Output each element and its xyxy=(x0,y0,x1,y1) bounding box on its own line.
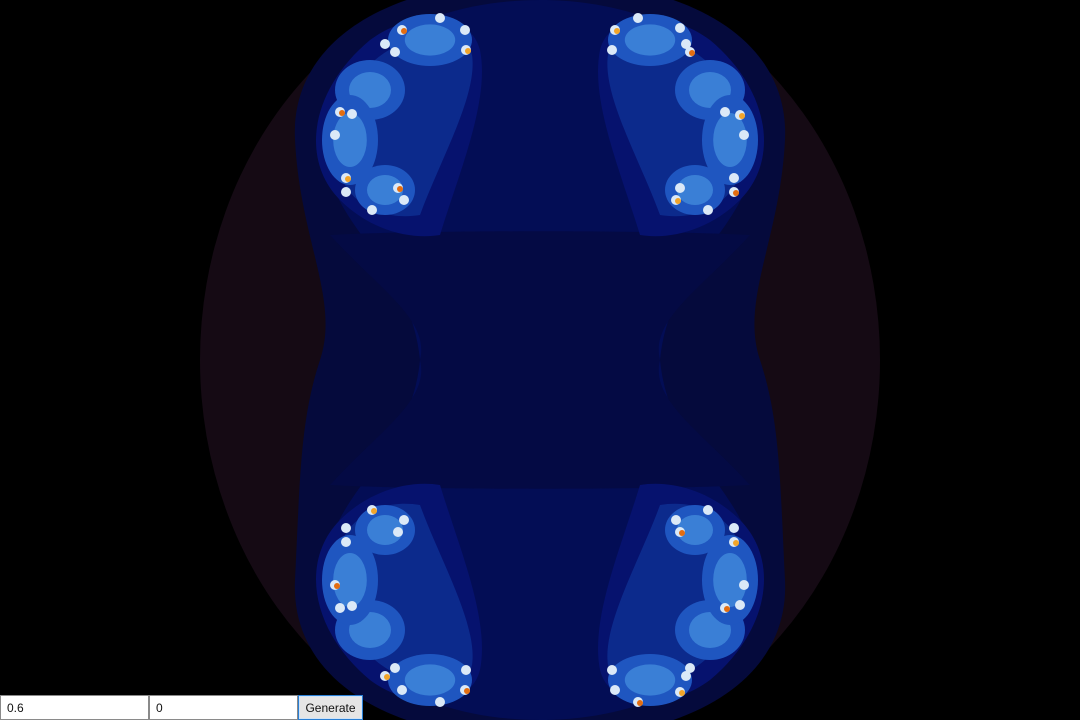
cluster-spark xyxy=(733,540,739,546)
cluster-highlight xyxy=(633,13,643,23)
cluster-highlight xyxy=(380,39,390,49)
cluster-spark xyxy=(339,110,345,116)
cluster-core xyxy=(404,24,456,56)
cluster-core xyxy=(404,664,456,696)
cluster-highlight xyxy=(347,109,357,119)
center-band xyxy=(330,231,750,489)
cluster-highlight xyxy=(735,600,745,610)
imaginary-part-input[interactable] xyxy=(149,695,298,720)
cluster-highlight xyxy=(703,505,713,515)
cluster-highlight xyxy=(681,39,691,49)
cluster-core xyxy=(333,113,367,167)
cluster-spark xyxy=(465,48,471,54)
cluster-spark xyxy=(675,198,681,204)
real-part-input[interactable] xyxy=(0,695,149,720)
cluster-highlight xyxy=(610,685,620,695)
cluster-highlight xyxy=(341,187,351,197)
cluster-highlight xyxy=(703,205,713,215)
cluster-highlight xyxy=(460,25,470,35)
cluster-highlight xyxy=(341,537,351,547)
cluster-highlight xyxy=(461,665,471,675)
cluster-highlight xyxy=(607,665,617,675)
cluster-highlight xyxy=(607,45,617,55)
cluster-highlight xyxy=(675,183,685,193)
cluster-core xyxy=(333,553,367,607)
cluster-spark xyxy=(401,28,407,34)
cluster-highlight xyxy=(675,23,685,33)
cluster-highlight xyxy=(341,523,351,533)
generate-button[interactable]: Generate xyxy=(298,695,363,720)
cluster-highlight xyxy=(739,580,749,590)
cluster-highlight xyxy=(720,107,730,117)
cluster-core xyxy=(624,24,676,56)
cluster-highlight xyxy=(393,527,403,537)
cluster-spark xyxy=(637,700,643,706)
control-bar: Generate xyxy=(0,695,363,720)
cluster-highlight xyxy=(685,663,695,673)
cluster-highlight xyxy=(390,47,400,57)
cluster-spark xyxy=(397,186,403,192)
cluster-spark xyxy=(614,28,620,34)
cluster-highlight xyxy=(729,173,739,183)
cluster-highlight xyxy=(397,685,407,695)
cluster-highlight xyxy=(399,515,409,525)
fractal-clusters xyxy=(322,13,758,707)
cluster-core xyxy=(677,175,713,205)
cluster-highlight xyxy=(347,601,357,611)
cluster-highlight xyxy=(330,130,340,140)
cluster-highlight xyxy=(671,515,681,525)
cluster-spark xyxy=(464,688,470,694)
cluster-spark xyxy=(679,530,685,536)
cluster-spark xyxy=(334,583,340,589)
cluster-highlight xyxy=(399,195,409,205)
cluster-highlight xyxy=(390,663,400,673)
cluster-spark xyxy=(345,176,351,182)
cluster-core xyxy=(624,664,676,696)
cluster-core xyxy=(713,553,747,607)
cluster-spark xyxy=(689,50,695,56)
cluster-highlight xyxy=(739,130,749,140)
cluster-highlight xyxy=(367,205,377,215)
cluster-spark xyxy=(371,508,377,514)
cluster-highlight xyxy=(435,697,445,707)
cluster-spark xyxy=(384,674,390,680)
cluster-core xyxy=(367,175,403,205)
cluster-highlight xyxy=(435,13,445,23)
cluster-highlight xyxy=(681,671,691,681)
cluster-highlight xyxy=(729,523,739,533)
cluster-highlight xyxy=(335,603,345,613)
cluster-spark xyxy=(724,606,730,612)
cluster-core xyxy=(713,113,747,167)
cluster-spark xyxy=(739,113,745,119)
cluster-spark xyxy=(679,690,685,696)
cluster-core xyxy=(367,515,403,545)
cluster-core xyxy=(677,515,713,545)
cluster-spark xyxy=(733,190,739,196)
